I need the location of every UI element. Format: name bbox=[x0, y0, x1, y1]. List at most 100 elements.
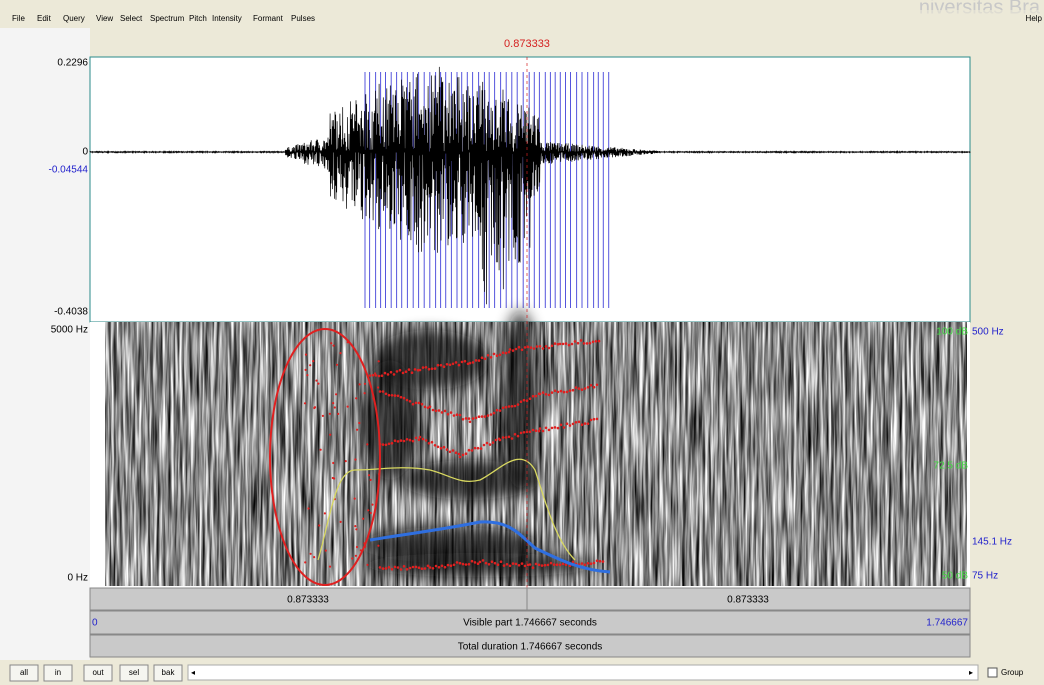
formant-dot bbox=[421, 403, 424, 406]
formant-dot bbox=[583, 342, 586, 345]
formant-dot bbox=[581, 423, 584, 426]
formant-dot bbox=[548, 347, 551, 350]
formant-dot bbox=[351, 557, 353, 559]
menu-item[interactable]: Spectrum bbox=[150, 14, 185, 23]
formant-dot bbox=[377, 386, 379, 388]
formant-dot bbox=[459, 562, 462, 565]
formant-dot bbox=[459, 414, 462, 417]
scrollbar[interactable] bbox=[188, 665, 978, 680]
pitch-min: 75 Hz bbox=[972, 571, 998, 582]
formant-dot bbox=[553, 563, 556, 566]
group-checkbox[interactable] bbox=[988, 668, 997, 677]
formant-dot bbox=[403, 397, 406, 400]
formant-dot bbox=[435, 565, 438, 568]
menu-item[interactable]: Pitch bbox=[189, 14, 207, 23]
formant-dot bbox=[578, 387, 581, 390]
formant-dot bbox=[431, 367, 434, 370]
formant-dot bbox=[563, 391, 566, 394]
formant-dot bbox=[347, 406, 349, 408]
right-segment-label: 0.873333 bbox=[727, 595, 769, 606]
formant-dot bbox=[497, 563, 500, 566]
formant-dot bbox=[307, 507, 309, 509]
formant-dot bbox=[508, 351, 511, 354]
formant-dot bbox=[354, 498, 356, 500]
formant-dot bbox=[364, 383, 366, 385]
menu-item[interactable]: Formant bbox=[253, 14, 284, 23]
menu-item[interactable]: Pulses bbox=[291, 14, 315, 23]
formant-dot bbox=[329, 434, 331, 436]
formant-dot bbox=[309, 364, 311, 366]
zoom-buttons: allinoutselbak bbox=[10, 665, 182, 681]
formant-dot bbox=[339, 352, 341, 354]
formant-dot bbox=[425, 439, 428, 442]
formant-dot bbox=[566, 391, 569, 394]
formant-dot bbox=[551, 427, 554, 430]
formant-dot bbox=[509, 565, 512, 568]
formant-dot bbox=[490, 413, 493, 416]
formant-dot bbox=[452, 363, 455, 366]
formant-dot bbox=[397, 440, 400, 443]
formant-dot bbox=[560, 390, 563, 393]
visible-start: 0 bbox=[92, 618, 98, 629]
formant-dot bbox=[486, 442, 489, 445]
formant-dot bbox=[499, 439, 502, 442]
formant-dot bbox=[542, 347, 545, 350]
formant-dot bbox=[429, 566, 432, 569]
formant-dot bbox=[312, 360, 314, 362]
formant-dot bbox=[538, 430, 541, 433]
menu-item[interactable]: Intensity bbox=[212, 14, 242, 23]
formant-dot bbox=[598, 340, 601, 343]
left-segment-label: 0.873333 bbox=[287, 595, 329, 606]
formant-dot bbox=[438, 409, 441, 412]
formant-dot bbox=[414, 368, 417, 371]
formant-dot bbox=[477, 447, 480, 450]
formant-dot bbox=[440, 364, 443, 367]
formant-dot bbox=[446, 448, 449, 451]
formant-dot bbox=[377, 545, 379, 547]
menu-item[interactable]: File bbox=[12, 14, 25, 23]
formant-dot bbox=[459, 456, 462, 459]
formant-dot bbox=[440, 447, 443, 450]
menu-item[interactable]: View bbox=[96, 14, 113, 23]
formant-dot bbox=[372, 374, 375, 377]
formant-dot bbox=[499, 409, 502, 412]
formant-dot bbox=[592, 341, 595, 344]
menu-item[interactable]: Select bbox=[120, 14, 143, 23]
formant-dot bbox=[518, 564, 521, 567]
formant-dot bbox=[382, 443, 385, 446]
formant-dot bbox=[539, 393, 542, 396]
formant-dot bbox=[471, 560, 474, 563]
formant-dot bbox=[406, 438, 409, 441]
formant-dot bbox=[496, 409, 499, 412]
formant-dot bbox=[388, 394, 391, 397]
formant-dot bbox=[329, 566, 331, 568]
formant-dot bbox=[514, 405, 517, 408]
scroll-right[interactable]: ▸ bbox=[969, 668, 973, 677]
formant-dot bbox=[435, 410, 438, 413]
formant-dot bbox=[304, 561, 306, 563]
formant-dot bbox=[490, 356, 493, 359]
menu-help[interactable]: Help bbox=[1026, 14, 1043, 23]
formant-dot bbox=[520, 400, 523, 403]
formant-dot bbox=[458, 453, 461, 456]
formant-dot bbox=[559, 343, 562, 346]
formant-dot bbox=[550, 562, 553, 565]
intensity-mid: 72.5 dB bbox=[934, 461, 969, 472]
formant-dot bbox=[505, 436, 508, 439]
formant-dot bbox=[315, 380, 317, 382]
formant-dot bbox=[554, 426, 557, 429]
formant-dot bbox=[387, 373, 390, 376]
intensity-max: 100 dB bbox=[936, 327, 968, 338]
scroll-left[interactable]: ◂ bbox=[191, 668, 195, 677]
formant-dot bbox=[593, 418, 596, 421]
menu-item[interactable]: Query bbox=[63, 14, 85, 23]
formant-dot bbox=[415, 402, 418, 405]
formant-dot bbox=[402, 372, 405, 375]
formant-dot bbox=[481, 415, 484, 418]
menu-item[interactable]: Edit bbox=[37, 14, 52, 23]
formant-dot bbox=[424, 567, 427, 570]
formant-dot bbox=[477, 562, 480, 565]
formant-dot bbox=[469, 421, 472, 424]
formant-dot bbox=[491, 560, 494, 563]
formant-dot bbox=[446, 363, 449, 366]
